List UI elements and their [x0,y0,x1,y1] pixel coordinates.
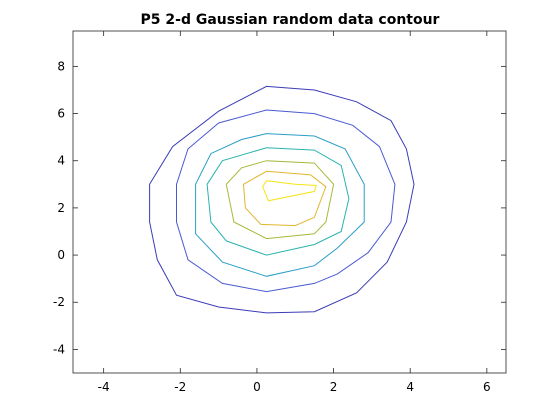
x-tick-label: 2 [330,380,338,394]
x-tick-label: 4 [406,380,414,394]
y-tick-label: -2 [53,295,65,309]
y-tick-label: 4 [57,154,65,168]
x-axis: -4 -2 0 2 4 6 [98,31,491,394]
y-tick-label: 6 [57,107,65,121]
contour-line-level-2 [176,109,396,293]
y-tick-label: -4 [53,342,65,356]
x-tick-label: 0 [253,380,261,394]
y-tick-label: 0 [57,248,65,262]
contour-line-level-5 [225,160,335,240]
x-tick-label: 6 [483,380,491,394]
contour-lines [149,85,415,314]
y-axis: -4 -2 0 2 4 6 8 [53,59,506,356]
y-tick-label: 8 [57,59,65,73]
plot-area [72,30,507,374]
contour-line-level-3 [195,133,365,277]
contour-line-level-1 [149,85,415,314]
y-tick-label: 2 [57,201,65,215]
contour-line-level-7 [262,180,317,202]
contour-line-level-6 [242,170,327,227]
chart-title: P5 2-d Gaussian random data contour [141,12,440,28]
x-tick-label: -4 [98,380,110,394]
contour-line-level-4 [206,147,350,256]
x-tick-label: -2 [174,380,186,394]
